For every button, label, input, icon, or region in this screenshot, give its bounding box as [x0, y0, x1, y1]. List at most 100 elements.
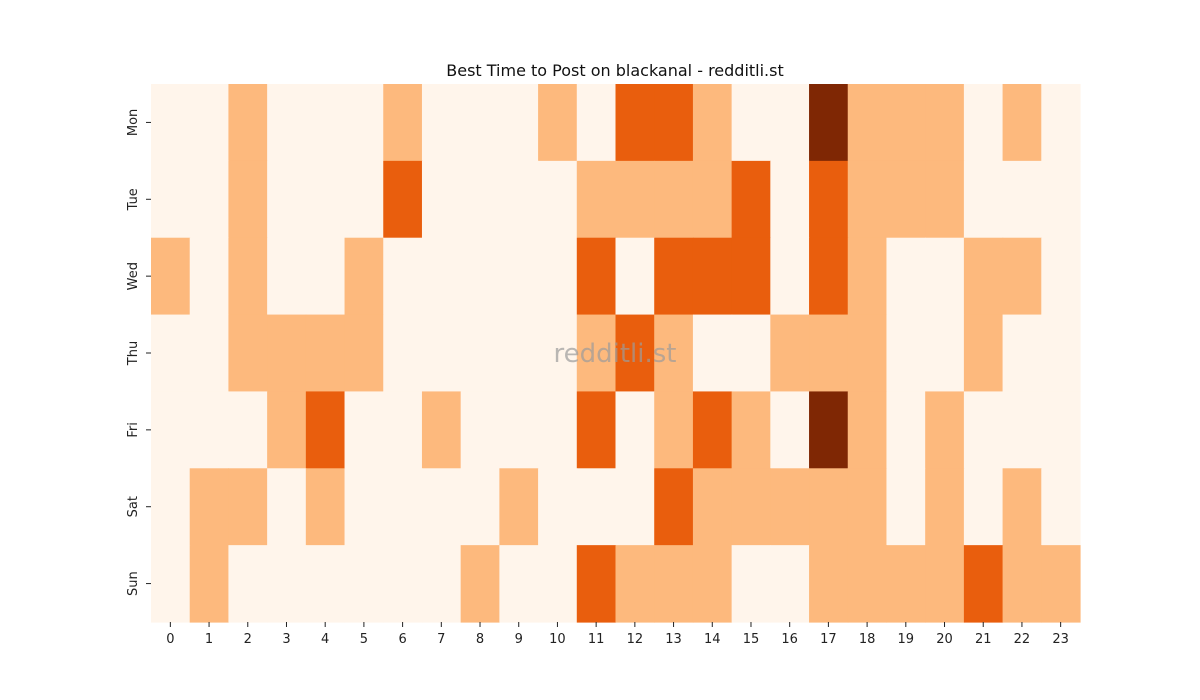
heatmap-cell-sat-2: [228, 468, 268, 546]
heatmap-cell-sun-12: [615, 545, 655, 623]
heatmap-cell-sat-19: [886, 468, 926, 546]
heatmap-cell-sun-2: [228, 545, 268, 623]
heatmap-cell-mon-18: [847, 84, 888, 162]
heatmap-cell-wed-2: [228, 237, 268, 316]
x-tick-label: 15: [743, 632, 760, 647]
x-tick-label: 18: [859, 632, 876, 647]
y-tick-label: Mon: [126, 109, 141, 136]
heatmap-cell-sun-5: [344, 545, 384, 623]
heatmap-cell-mon-1: [189, 84, 230, 162]
heatmap-cell-mon-21: [963, 84, 1004, 162]
heatmap-cell-tue-20: [925, 160, 965, 239]
heatmap-cell-mon-23: [1041, 84, 1081, 162]
y-tick-label: Wed: [126, 262, 141, 290]
heatmap-cell-tue-11: [576, 160, 617, 239]
heatmap-cell-sun-17: [809, 545, 849, 623]
heatmap-cell-fri-14: [692, 391, 733, 469]
heatmap-cell-wed-18: [847, 237, 888, 316]
x-axis: 0 1 2 3 4 5 6 7 8 9 10 11 12 13 14 15 16 17 18 19 20 21 22 23: [166, 622, 1069, 647]
heatmap-cell-fri-16: [770, 391, 810, 469]
heatmap-cell-sun-11: [576, 545, 617, 623]
heatmap-cell-mon-10: [538, 84, 578, 162]
heatmap-cell-sat-11: [576, 468, 617, 546]
heatmap-cell-mon-0: [151, 84, 191, 162]
heatmap-cells: [151, 84, 1081, 623]
heatmap-cell-fri-19: [886, 391, 926, 469]
x-tick-label: 7: [437, 632, 445, 647]
heatmap-cell-thu-14: [692, 314, 733, 393]
heatmap-cell-fri-7: [421, 391, 462, 469]
heatmap-cell-sat-1: [189, 468, 230, 546]
heatmap-cell-fri-21: [963, 391, 1004, 469]
heatmap-cell-mon-22: [1002, 84, 1042, 162]
heatmap-cell-wed-19: [886, 237, 926, 316]
x-tick-label: 1: [205, 632, 213, 647]
heatmap-cell-thu-18: [847, 314, 888, 393]
heatmap-cell-tue-16: [770, 160, 810, 239]
heatmap-cell-tue-14: [692, 160, 733, 239]
heatmap-cell-wed-6: [383, 237, 423, 316]
heatmap-cell-thu-22: [1002, 314, 1042, 393]
heatmap-cell-sun-21: [963, 545, 1004, 623]
heatmap-cell-wed-17: [809, 237, 849, 316]
heatmap-cell-sat-14: [692, 468, 733, 546]
heatmap-cell-thu-8: [460, 314, 500, 393]
heatmap-cell-fri-2: [228, 391, 268, 469]
heatmap-cell-tue-22: [1002, 160, 1042, 239]
heatmap-cell-sat-4: [305, 468, 346, 546]
x-tick-label: 13: [665, 632, 682, 647]
heatmap-cell-mon-19: [886, 84, 926, 162]
heatmap-cell-thu-7: [421, 314, 462, 393]
heatmap-cell-thu-13: [654, 314, 694, 393]
heatmap-cell-thu-6: [383, 314, 423, 393]
heatmap-cell-wed-7: [421, 237, 462, 316]
x-tick-label: 16: [781, 632, 798, 647]
y-tick-label: Sun: [126, 571, 141, 596]
x-tick-label: 14: [704, 632, 721, 647]
heatmap-cell-fri-23: [1041, 391, 1081, 469]
x-tick-label: 0: [166, 632, 174, 647]
heatmap-cell-mon-6: [383, 84, 423, 162]
heatmap-cell-tue-6: [383, 160, 423, 239]
heatmap-cell-wed-13: [654, 237, 694, 316]
y-axis: Mon Tue Wed Thu Fri Sat Sun: [126, 109, 151, 596]
heatmap-cell-tue-17: [809, 160, 849, 239]
heatmap-cell-thu-17: [809, 314, 849, 393]
heatmap-cell-wed-11: [576, 237, 617, 316]
heatmap-cell-sun-18: [847, 545, 888, 623]
chart-title: Best Time to Post on blackanal - redditl…: [446, 61, 784, 80]
heatmap-cell-tue-10: [538, 160, 578, 239]
heatmap-cell-thu-2: [228, 314, 268, 393]
heatmap-cell-wed-15: [731, 237, 771, 316]
heatmap-cell-mon-9: [499, 84, 539, 162]
heatmap-cell-tue-8: [460, 160, 500, 239]
heatmap-cell-thu-12: [615, 314, 655, 393]
heatmap-cell-thu-23: [1041, 314, 1081, 393]
heatmap-cell-fri-13: [654, 391, 694, 469]
heatmap-cell-fri-15: [731, 391, 771, 469]
heatmap-cell-fri-5: [344, 391, 384, 469]
heatmap-cell-wed-9: [499, 237, 539, 316]
heatmap-cell-wed-3: [267, 237, 307, 316]
heatmap-cell-mon-5: [344, 84, 384, 162]
heatmap-cell-sat-5: [344, 468, 384, 546]
heatmap-cell-thu-20: [925, 314, 965, 393]
heatmap-cell-thu-1: [189, 314, 230, 393]
heatmap-cell-wed-1: [189, 237, 230, 316]
heatmap-cell-sat-21: [963, 468, 1004, 546]
heatmap-cell-thu-0: [151, 314, 191, 393]
heatmap-cell-tue-13: [654, 160, 694, 239]
heatmap-cell-tue-12: [615, 160, 655, 239]
heatmap-cell-sat-10: [538, 468, 578, 546]
heatmap-cell-fri-22: [1002, 391, 1042, 469]
heatmap-cell-wed-4: [305, 237, 346, 316]
heatmap-cell-sat-22: [1002, 468, 1042, 546]
heatmap-cell-thu-21: [963, 314, 1004, 393]
heatmap-cell-mon-12: [615, 84, 655, 162]
heatmap-cell-mon-13: [654, 84, 694, 162]
heatmap-cell-wed-21: [963, 237, 1004, 316]
heatmap-cell-fri-9: [499, 391, 539, 469]
heatmap-cell-sun-1: [189, 545, 230, 623]
x-tick-label: 17: [820, 632, 837, 647]
